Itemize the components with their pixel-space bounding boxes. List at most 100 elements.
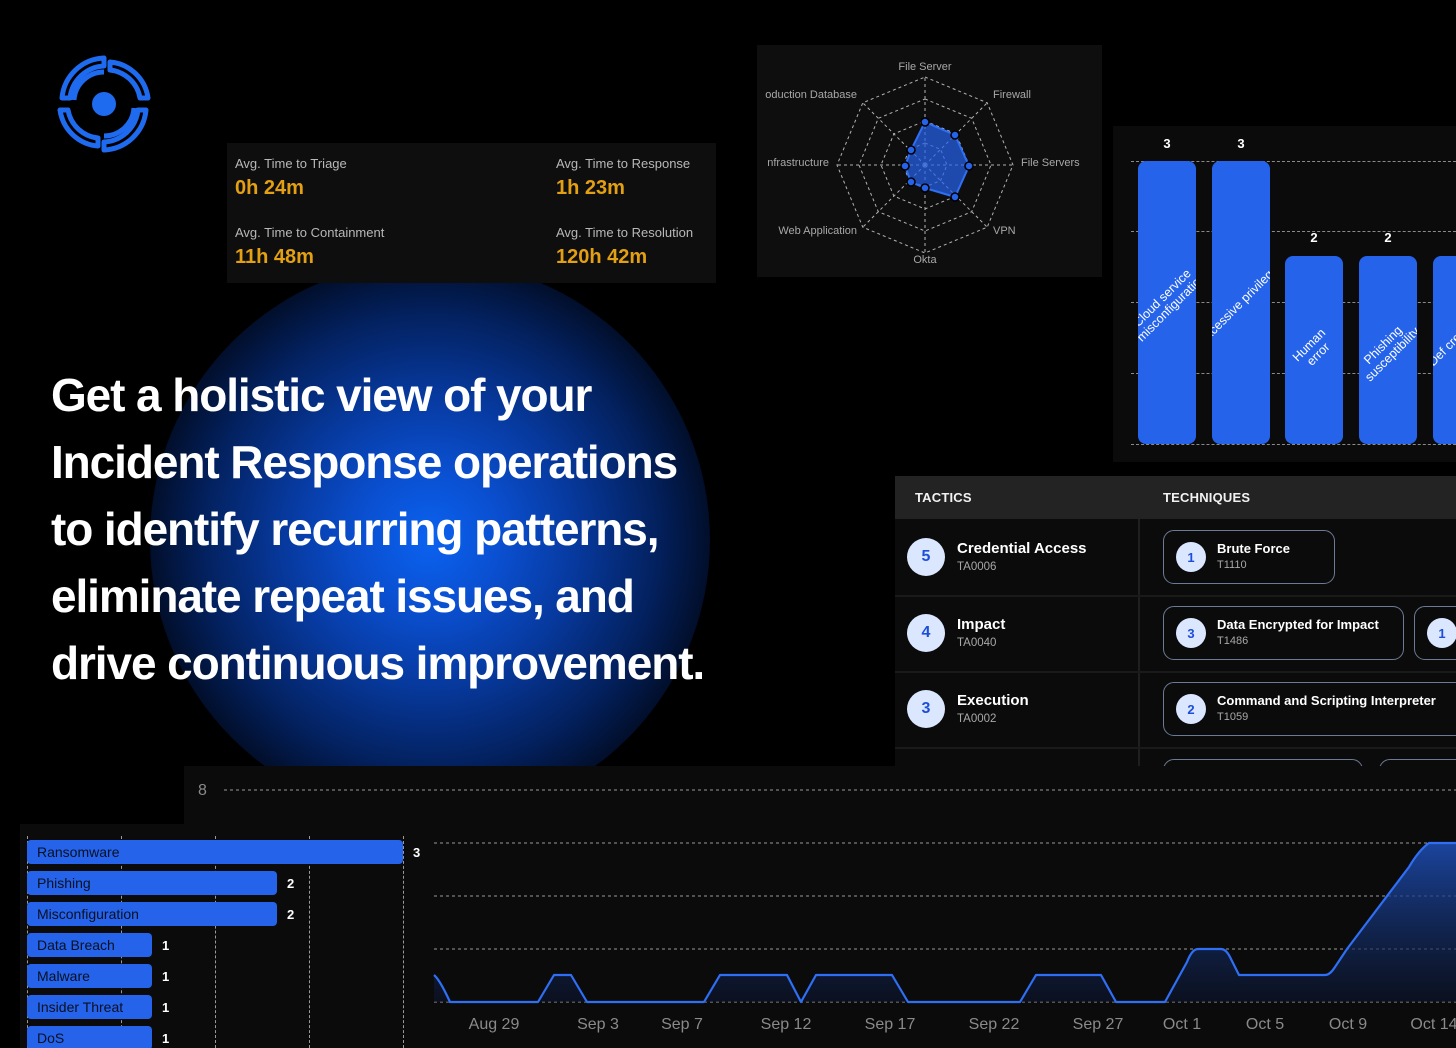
bar-value: 3 (1237, 136, 1245, 151)
bar-label: Def cre (1433, 330, 1456, 369)
metric-response: Avg. Time to Response 1h 23m (556, 156, 690, 200)
bar-dos[interactable]: DoS (27, 1026, 152, 1048)
header-techniques: TECHNIQUES (1163, 490, 1251, 505)
technique-chip-brute-force[interactable]: 1 Brute Force T1110 (1163, 530, 1335, 584)
brand-logo-icon (52, 52, 156, 156)
metric-resolution: Avg. Time to Resolution 120h 42m (556, 225, 693, 269)
row-divider (895, 595, 1456, 597)
bar-excessive-privileges[interactable]: Excessive privileges (1212, 161, 1270, 444)
bar-label: Data Breach (37, 937, 115, 953)
gridline (1131, 231, 1456, 232)
bar-insider-threat[interactable]: Insider Threat (27, 995, 152, 1019)
x-axis-label: Oct 9 (1329, 1016, 1367, 1033)
tactic-count-badge: 5 (907, 538, 945, 576)
radar-axis-label: Web Application (778, 225, 857, 237)
technique-name: Data Encrypted for Impact (1217, 617, 1379, 632)
radar-axis-label: File Server (898, 61, 952, 73)
technique-count-badge: 1 (1176, 542, 1206, 572)
bar-value: 1 (162, 969, 170, 984)
technique-code: T1486 (1217, 635, 1249, 647)
background-glow (150, 260, 710, 820)
bar-ransomware[interactable]: Ransomware (27, 840, 403, 864)
bar-label: Human error (1289, 325, 1333, 369)
metric-value: 1h 23m (556, 177, 625, 199)
gridline (403, 836, 404, 1048)
technique-chip-data-encrypted[interactable]: 3 Data Encrypted for Impact T1486 (1163, 606, 1404, 660)
technique-chip-partial[interactable]: 1 (1414, 606, 1456, 660)
mitre-tactics-table: TACTICS TECHNIQUES 5 Credential Access T… (895, 476, 1456, 766)
headline-line: to identify recurring patterns, (51, 503, 660, 555)
row-divider (895, 671, 1456, 673)
incident-types-bar-chart: Ransomware 3 Phishing 2 Misconfiguration… (20, 824, 424, 1048)
bar-phishing-susceptibility[interactable]: Phishing susceptibility (1359, 256, 1417, 444)
bar-default-credentials[interactable]: Def cre (1433, 256, 1456, 444)
metric-value: 0h 24m (235, 177, 304, 199)
affected-assets-radar-chart: File Server Firewall File Servers VPN Ok… (757, 45, 1102, 277)
bar-value: 1 (162, 1000, 170, 1015)
bar-data-breach[interactable]: Data Breach (27, 933, 152, 957)
header-tactics: TACTICS (915, 490, 972, 505)
x-axis-label: Oct 14 (1410, 1016, 1456, 1033)
technique-chip-command-scripting[interactable]: 2 Command and Scripting Interpreter T105… (1163, 682, 1456, 736)
tactic-count-badge: 4 (907, 614, 945, 652)
y-axis-label: 8 (198, 782, 207, 799)
metric-triage: Avg. Time to Triage 0h 24m (235, 156, 347, 200)
table-header: TACTICS TECHNIQUES (895, 476, 1456, 519)
technique-code: T1059 (1217, 711, 1249, 723)
bar-label: Excessive privileges (1212, 257, 1270, 347)
technique-name: Command and Scripting Interpreter (1217, 693, 1436, 708)
bar-value: 2 (1310, 230, 1318, 245)
headline-line: Incident Response operations (51, 436, 678, 488)
tactic-code: TA0006 (957, 561, 997, 573)
metric-value: 120h 42m (556, 246, 648, 268)
column-divider (1138, 519, 1140, 766)
radar-axis-label: Okta (913, 254, 937, 266)
bar-misconfiguration[interactable]: Misconfiguration (27, 902, 277, 926)
x-axis-label: Aug 29 (469, 1016, 520, 1033)
radar-axis-label: VPN (993, 225, 1016, 237)
x-axis-label: Oct 1 (1163, 1016, 1201, 1033)
metric-label: Avg. Time to Response (556, 156, 691, 171)
x-axis-label: Sep 3 (577, 1016, 619, 1033)
bar-label: Ransomware (37, 844, 120, 860)
bar-value: 2 (287, 876, 295, 891)
technique-chip-partial[interactable] (1379, 759, 1456, 766)
technique-count-badge: 3 (1176, 618, 1206, 648)
technique-count-badge: 2 (1176, 694, 1206, 724)
gridline (215, 836, 216, 1048)
bar-value: 2 (287, 907, 295, 922)
tactic-name: Credential Access (957, 540, 1087, 557)
bar-label: DoS (37, 1030, 65, 1046)
technique-count-badge: 1 (1427, 618, 1456, 648)
bar-label: Malware (37, 968, 90, 984)
bar-value: 3 (1163, 136, 1171, 151)
bar-label: Phishing (37, 875, 91, 891)
x-axis-label: Sep 12 (761, 1016, 812, 1033)
x-axis-label: Sep 7 (661, 1016, 703, 1033)
bar-value: 2 (1384, 230, 1392, 245)
tactic-name: Execution (957, 692, 1029, 709)
bar-human-error[interactable]: Human error (1285, 256, 1343, 444)
x-axis-label: Oct 5 (1246, 1016, 1284, 1033)
metric-value: 11h 48m (235, 246, 314, 268)
technique-chip-partial[interactable] (1163, 759, 1363, 766)
bar-label: Insider Threat (37, 999, 124, 1015)
headline-line: Get a holistic view of your (51, 369, 592, 421)
bar-phishing[interactable]: Phishing (27, 871, 277, 895)
row-divider (895, 747, 1456, 749)
bar-cloud-misconfiguration[interactable]: Cloud service misconfiguration (1138, 161, 1196, 444)
bar-value: 1 (162, 938, 170, 953)
bar-value: 1 (162, 1031, 170, 1046)
radar-axis-label: oduction Database (765, 89, 857, 101)
radar-axis-label: File Servers (1021, 157, 1080, 169)
gridline (1131, 444, 1456, 445)
hero-headline: Get a holistic view of your Incident Res… (51, 362, 811, 697)
bar-malware[interactable]: Malware (27, 964, 152, 988)
x-axis-label: Sep 17 (865, 1016, 916, 1033)
headline-line: eliminate repeat issues, and (51, 570, 635, 622)
bar-label: Cloud service misconfiguration (1138, 265, 1196, 344)
technique-code: T1110 (1217, 559, 1247, 571)
tactic-name: Impact (957, 616, 1006, 633)
metric-label: Avg. Time to Containment (235, 225, 385, 240)
tactic-code: TA0002 (957, 713, 997, 725)
